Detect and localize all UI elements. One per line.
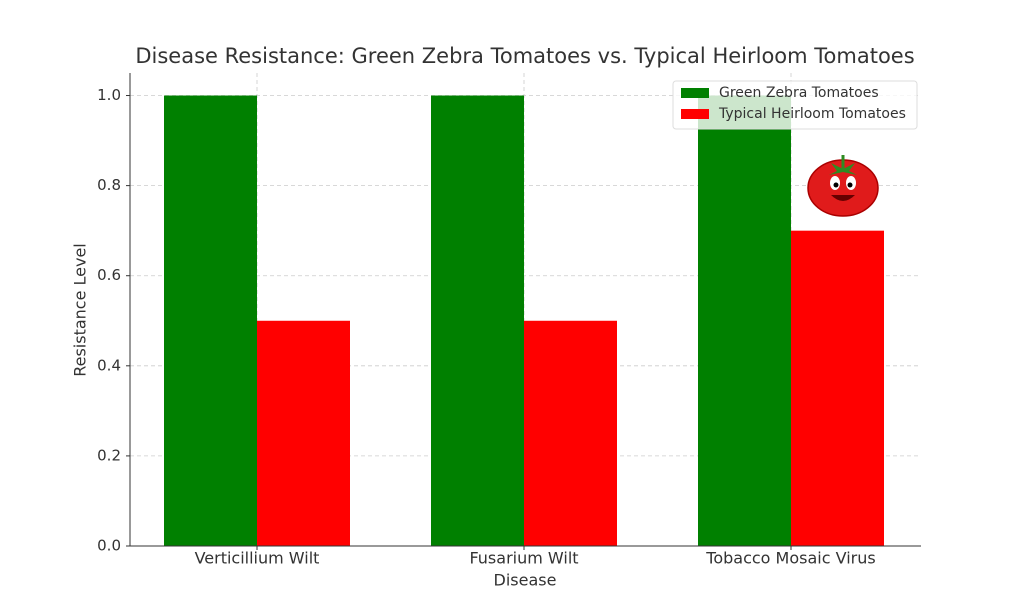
y-tick-label: 1.0 <box>97 86 121 104</box>
y-tick-label: 0.4 <box>97 356 121 374</box>
bar <box>257 320 350 546</box>
chart-title: Disease Resistance: Green Zebra Tomatoes… <box>135 44 914 68</box>
bar <box>431 95 524 547</box>
x-tick-label: Tobacco Mosaic Virus <box>705 549 875 568</box>
y-axis-label: Resistance Level <box>71 243 90 377</box>
bar <box>524 320 617 546</box>
tomato-pupil <box>833 182 839 188</box>
tomato-pupil <box>847 182 853 188</box>
x-tick-label: Fusarium Wilt <box>469 549 578 568</box>
y-tick-label: 0.2 <box>97 446 121 464</box>
tomato-icon <box>807 155 879 217</box>
y-tick-label: 0.6 <box>97 266 121 284</box>
bar <box>791 230 884 546</box>
x-tick-label: Verticillium Wilt <box>195 549 320 568</box>
tomato-mouth <box>831 195 855 201</box>
legend-label: Typical Heirloom Tomatoes <box>718 106 906 122</box>
legend-box <box>672 80 918 130</box>
legend-swatch <box>681 88 709 98</box>
bars <box>164 95 884 547</box>
bar <box>698 95 791 547</box>
legend: Green Zebra Tomatoes Typical Heirloom Tom… <box>672 80 918 130</box>
legend-swatch <box>681 109 709 119</box>
x-axis-label: Disease <box>494 571 557 590</box>
legend-label: Green Zebra Tomatoes <box>719 85 879 101</box>
bar <box>164 95 257 547</box>
y-tick-label: 0.0 <box>97 537 121 555</box>
y-tick-label: 0.8 <box>97 176 121 194</box>
